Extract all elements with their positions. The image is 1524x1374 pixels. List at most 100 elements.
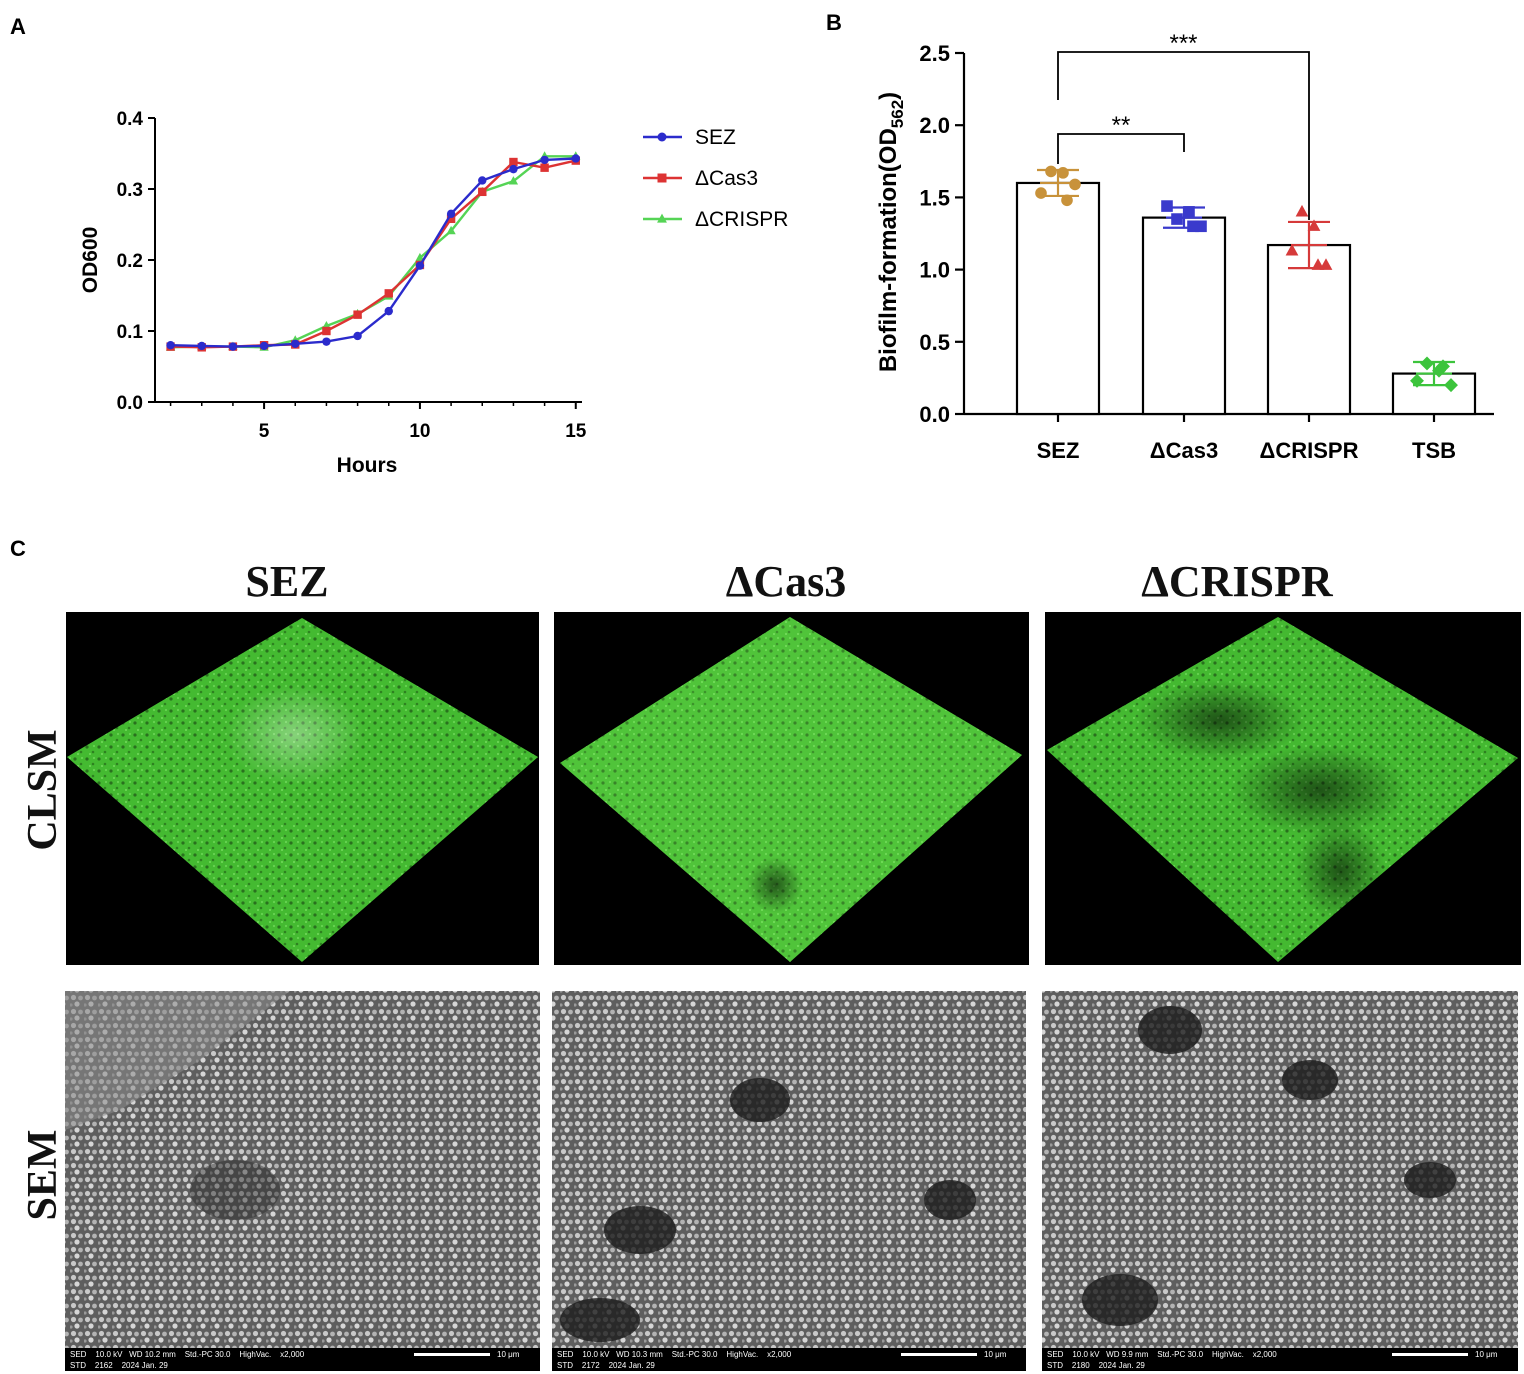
y-tick-label: 2.0 bbox=[919, 113, 950, 138]
data-point-SEZ bbox=[478, 176, 487, 185]
y-tick-label: 0.0 bbox=[919, 402, 950, 427]
clsm-image-sez bbox=[66, 612, 539, 965]
sem-info-line2: STD 2172 2024 Jan. 29 bbox=[557, 1361, 655, 1370]
data-point-SEZ bbox=[571, 154, 580, 163]
replicate-point-SEZ bbox=[1057, 167, 1069, 179]
replicate-point-TSB bbox=[1436, 359, 1450, 374]
replicate-point-SEZ bbox=[1045, 165, 1057, 178]
series-line-SEZ bbox=[170, 157, 576, 348]
scale-bar bbox=[414, 1353, 490, 1356]
column-title-crispr: ΔCRISPR bbox=[1141, 557, 1334, 606]
replicate-point-SEZ bbox=[1069, 178, 1081, 191]
replicate-point-TSB bbox=[1410, 373, 1424, 388]
replicate-point-SEZ bbox=[1061, 194, 1073, 207]
replicate-point-TSB bbox=[1444, 378, 1458, 393]
sem-info-line1: SED 10.0 kV WD 10.3 mm Std.-PC 30.0 High… bbox=[557, 1350, 792, 1359]
sem-info-line2: STD 2180 2024 Jan. 29 bbox=[1047, 1361, 1145, 1370]
data-point-ΔCRISPR bbox=[415, 252, 425, 262]
legend-marker-ΔCas3 bbox=[657, 173, 667, 183]
y-axis-label: OD600 bbox=[79, 227, 102, 294]
x-axis-label: Hours bbox=[337, 454, 398, 477]
data-point-SEZ bbox=[384, 306, 393, 316]
data-point-SEZ bbox=[509, 164, 518, 174]
sem-info-line1: SED 10.0 kV WD 9.9 mm Std.-PC 30.0 HighV… bbox=[1047, 1350, 1277, 1359]
scale-bar bbox=[901, 1353, 977, 1356]
data-point-SEZ bbox=[291, 339, 300, 348]
scale-bar-label: 10 μm bbox=[497, 1350, 520, 1359]
bar-ΔCas3 bbox=[1141, 216, 1227, 416]
replicate-point-ΔCas3 bbox=[1161, 200, 1173, 212]
panel-label-b: B bbox=[826, 10, 842, 35]
replicate-point-ΔCRISPR bbox=[1285, 243, 1299, 256]
significance-label: ** bbox=[1112, 112, 1131, 139]
biofilm-bar-chart: Biofilm-formation(OD562) 0.0 0.5 1.0 1.5 2.0… bbox=[875, 30, 1494, 463]
legend-marker-SEZ bbox=[657, 132, 667, 142]
data-point-SEZ bbox=[259, 341, 269, 351]
legend-label-SEZ: SEZ bbox=[695, 126, 736, 149]
data-point-ΔCas3 bbox=[509, 157, 518, 167]
data-point-SEZ bbox=[228, 342, 238, 351]
panel-label-a: A bbox=[10, 14, 26, 39]
sem-info-bar-cas3: SED 10.0 kV WD 10.3 mm Std.-PC 30.0 High… bbox=[557, 1350, 1007, 1370]
replicate-point-ΔCRISPR bbox=[1295, 204, 1309, 217]
series-line-ΔCas3 bbox=[170, 159, 577, 349]
data-point-SEZ bbox=[353, 331, 362, 341]
bar-SEZ bbox=[1015, 181, 1101, 416]
data-point-ΔCas3 bbox=[446, 214, 456, 224]
replicate-point-SEZ bbox=[1035, 187, 1047, 199]
sem-info-bar-sez: SED 10.0 kV WD 10.2 mm Std.-PC 30.0 High… bbox=[70, 1350, 520, 1370]
data-point-SEZ bbox=[446, 209, 456, 219]
scale-bar-label: 10 μm bbox=[984, 1350, 1007, 1359]
panel-label-c: C bbox=[10, 536, 26, 561]
sem-image-cas3 bbox=[552, 991, 1026, 1371]
data-point-SEZ bbox=[322, 337, 331, 346]
legend-label-ΔCas3: ΔCas3 bbox=[695, 167, 758, 190]
x-tick-label: 10 bbox=[409, 421, 430, 442]
sem-image-crispr bbox=[1042, 991, 1518, 1371]
y-tick-label: 0.0 bbox=[117, 393, 143, 414]
replicate-point-ΔCas3 bbox=[1195, 220, 1207, 233]
data-point-ΔCas3 bbox=[478, 187, 487, 197]
x-tick-label: 5 bbox=[259, 421, 270, 442]
clsm-image-crispr bbox=[1045, 612, 1521, 965]
replicate-point-ΔCRISPR bbox=[1311, 258, 1325, 270]
row-label-sem: SEM bbox=[20, 1129, 66, 1220]
data-point-ΔCRISPR bbox=[508, 176, 519, 185]
scale-bar bbox=[1392, 1353, 1468, 1356]
y-tick-label: 2.5 bbox=[919, 41, 950, 66]
y-tick-label: 0.3 bbox=[117, 180, 143, 201]
clsm-image-cas3 bbox=[554, 612, 1029, 965]
data-point-ΔCRISPR bbox=[446, 225, 456, 235]
x-tick-label-SEZ: SEZ bbox=[1037, 438, 1080, 463]
bar-TSB bbox=[1391, 372, 1477, 416]
row-label-clsm: CLSM bbox=[20, 729, 66, 850]
data-point-ΔCas3 bbox=[322, 326, 331, 336]
replicate-point-ΔCas3 bbox=[1187, 220, 1199, 233]
replicate-point-TSB bbox=[1420, 356, 1434, 371]
replicate-point-ΔCRISPR bbox=[1319, 258, 1333, 270]
significance-bracket bbox=[1057, 51, 1310, 220]
bar-ΔCRISPR bbox=[1266, 243, 1352, 416]
significance-bracket bbox=[1057, 133, 1185, 164]
data-point-ΔCas3 bbox=[384, 289, 393, 298]
data-point-SEZ bbox=[540, 155, 549, 165]
data-point-SEZ bbox=[415, 261, 425, 270]
legend-marker-ΔCRISPR bbox=[657, 213, 667, 223]
x-tick-label-ΔCas3: ΔCas3 bbox=[1150, 438, 1218, 463]
column-title-sez: SEZ bbox=[245, 557, 328, 606]
y-tick-label: 0.1 bbox=[117, 322, 144, 343]
y-tick-label: 1.0 bbox=[919, 258, 950, 283]
legend-label-ΔCRISPR: ΔCRISPR bbox=[695, 208, 788, 231]
data-point-ΔCas3 bbox=[540, 163, 549, 172]
growth-curve-chart: Hours OD600 0.0 0.1 0.2 0.3 0.4 5 10 15 SEZ ΔCas3… bbox=[79, 109, 788, 477]
y-tick-label: 0.2 bbox=[117, 251, 143, 272]
column-title-cas3: ΔCas3 bbox=[726, 557, 846, 606]
x-tick-label: 15 bbox=[565, 421, 587, 442]
sem-info-bar-crispr: SED 10.0 kV WD 9.9 mm Std.-PC 30.0 HighV… bbox=[1047, 1350, 1498, 1370]
y-axis-label: Biofilm-formation(OD562) bbox=[875, 92, 907, 372]
data-point-ΔCas3 bbox=[353, 310, 362, 319]
scale-bar-label: 10 μm bbox=[1475, 1350, 1498, 1359]
data-point-SEZ bbox=[197, 341, 206, 351]
x-tick-label-ΔCRISPR: ΔCRISPR bbox=[1260, 438, 1359, 463]
sem-image-sez bbox=[65, 991, 540, 1371]
